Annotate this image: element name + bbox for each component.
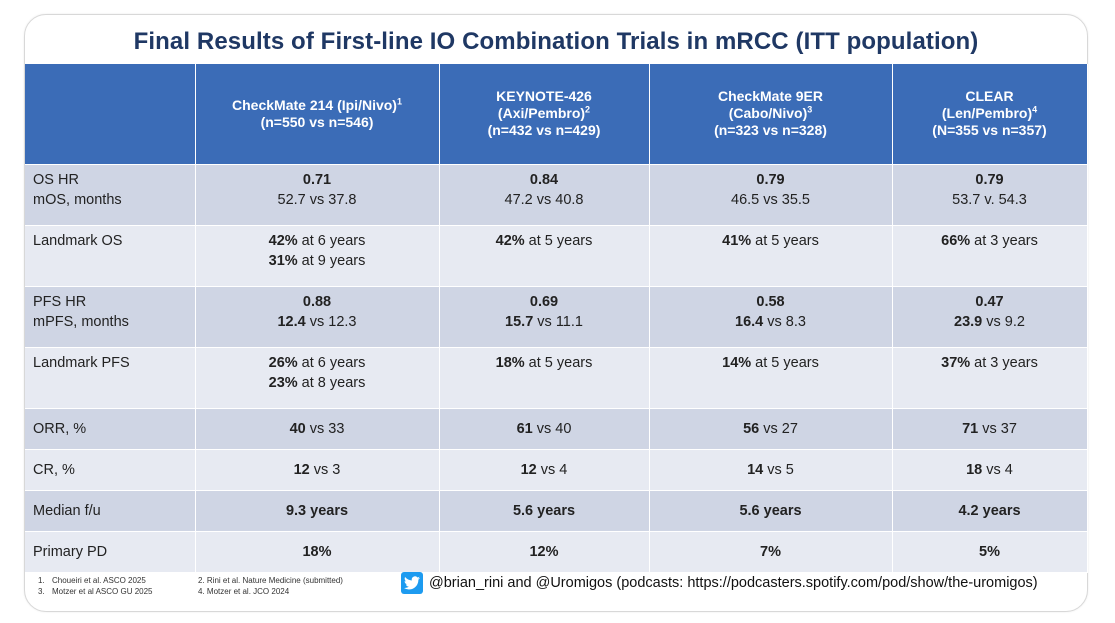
table-cell: 56 vs 27: [649, 408, 893, 450]
header-clear: CLEAR (Len/Pembro)4 (N=355 vs n=357): [892, 64, 1088, 165]
footnote: 3. Motzer et al ASCO GU 2025: [38, 587, 153, 596]
header-checkmate-9er: CheckMate 9ER (Cabo/Nivo)3 (n=323 vs n=3…: [649, 64, 893, 165]
table-cell: 0.79 46.5 vs 35.5: [649, 164, 893, 226]
table-cell: 0.47 23.9 vs 9.2: [892, 286, 1088, 348]
row-label: Landmark OS: [25, 225, 196, 287]
table-cell: 41% at 5 years: [649, 225, 893, 287]
row-label: ORR, %: [25, 408, 196, 450]
table-cell: 14% at 5 years: [649, 347, 893, 409]
footnote: 1. Choueiri et al. ASCO 2025: [38, 576, 146, 585]
table-cell: 71 vs 37: [892, 408, 1088, 450]
table-cell: 37% at 3 years: [892, 347, 1088, 409]
table-cell: 0.84 47.2 vs 40.8: [439, 164, 650, 226]
results-table: CheckMate 214 (Ipi/Nivo)1 (n=550 vs n=54…: [25, 64, 1088, 573]
table-cell: 18%: [195, 531, 440, 573]
table-cell: 5%: [892, 531, 1088, 573]
row-orr: ORR, % 40 vs 33 61 vs 40 56 vs 27 71 vs …: [25, 408, 1088, 450]
credit-line: @brian_rini and @Uromigos (podcasts: htt…: [401, 572, 1038, 594]
table-cell: 7%: [649, 531, 893, 573]
row-label: CR, %: [25, 449, 196, 491]
table-cell: 40 vs 33: [195, 408, 440, 450]
footnote: 2. Rini et al. Nature Medicine (submitte…: [198, 576, 343, 585]
footnotes: 1. Choueiri et al. ASCO 2025 2. Rini et a…: [38, 575, 343, 597]
page-title: Final Results of First-line IO Combinati…: [133, 28, 979, 55]
table-cell: 12%: [439, 531, 650, 573]
table-cell: 14 vs 5: [649, 449, 893, 491]
table-cell: 0.71 52.7 vs 37.8: [195, 164, 440, 226]
row-pfs: PFS HR mPFS, months 0.88 12.4 vs 12.3 0.69…: [25, 286, 1088, 348]
header-empty: [25, 64, 196, 165]
row-label: Landmark PFS: [25, 347, 196, 409]
table-cell: 0.88 12.4 vs 12.3: [195, 286, 440, 348]
table-cell: 42% at 5 years: [439, 225, 650, 287]
row-primary-pd: Primary PD 18% 12% 7% 5%: [25, 531, 1088, 573]
table-cell: 12 vs 3: [195, 449, 440, 491]
twitter-bird-icon: [401, 572, 423, 594]
table-cell: 18% at 5 years: [439, 347, 650, 409]
row-os: OS HR mOS, months 0.71 52.7 vs 37.8 0.84 47…: [25, 164, 1088, 226]
table-cell: 0.69 15.7 vs 11.1: [439, 286, 650, 348]
table-cell: 12 vs 4: [439, 449, 650, 491]
table-cell: 42% at 6 years 31% at 9 years: [195, 225, 440, 287]
credit-text: @brian_rini and @Uromigos (podcasts: htt…: [429, 575, 1038, 591]
table-cell: 61 vs 40: [439, 408, 650, 450]
table-cell: 0.79 53.7 v. 54.3: [892, 164, 1088, 226]
table-cell: 26% at 6 years 23% at 8 years: [195, 347, 440, 409]
table-header-row: CheckMate 214 (Ipi/Nivo)1 (n=550 vs n=54…: [25, 64, 1088, 165]
row-landmark-os: Landmark OS 42% at 6 years 31% at 9 years…: [25, 225, 1088, 287]
table-cell: 5.6 years: [439, 490, 650, 532]
header-keynote-426: KEYNOTE-426 (Axi/Pembro)2 (n=432 vs n=42…: [439, 64, 650, 165]
row-landmark-pfs: Landmark PFS 26% at 6 years 23% at 8 year…: [25, 347, 1088, 409]
table-cell: 0.58 16.4 vs 8.3: [649, 286, 893, 348]
table-cell: 9.3 years: [195, 490, 440, 532]
table-cell: 4.2 years: [892, 490, 1088, 532]
row-median-followup: Median f/u 9.3 years 5.6 years 5.6 years…: [25, 490, 1088, 532]
row-label: PFS HR mPFS, months: [25, 286, 196, 348]
table-cell: 66% at 3 years: [892, 225, 1088, 287]
footnote: 4. Motzer et al. JCO 2024: [198, 587, 290, 596]
row-label: Primary PD: [25, 531, 196, 573]
row-label: Median f/u: [25, 490, 196, 532]
row-label: OS HR mOS, months: [25, 164, 196, 226]
row-cr: CR, % 12 vs 3 12 vs 4 14 vs 5 18 vs 4: [25, 449, 1088, 491]
table-cell: 5.6 years: [649, 490, 893, 532]
table-cell: 18 vs 4: [892, 449, 1088, 491]
header-checkmate-214: CheckMate 214 (Ipi/Nivo)1 (n=550 vs n=54…: [195, 64, 440, 165]
